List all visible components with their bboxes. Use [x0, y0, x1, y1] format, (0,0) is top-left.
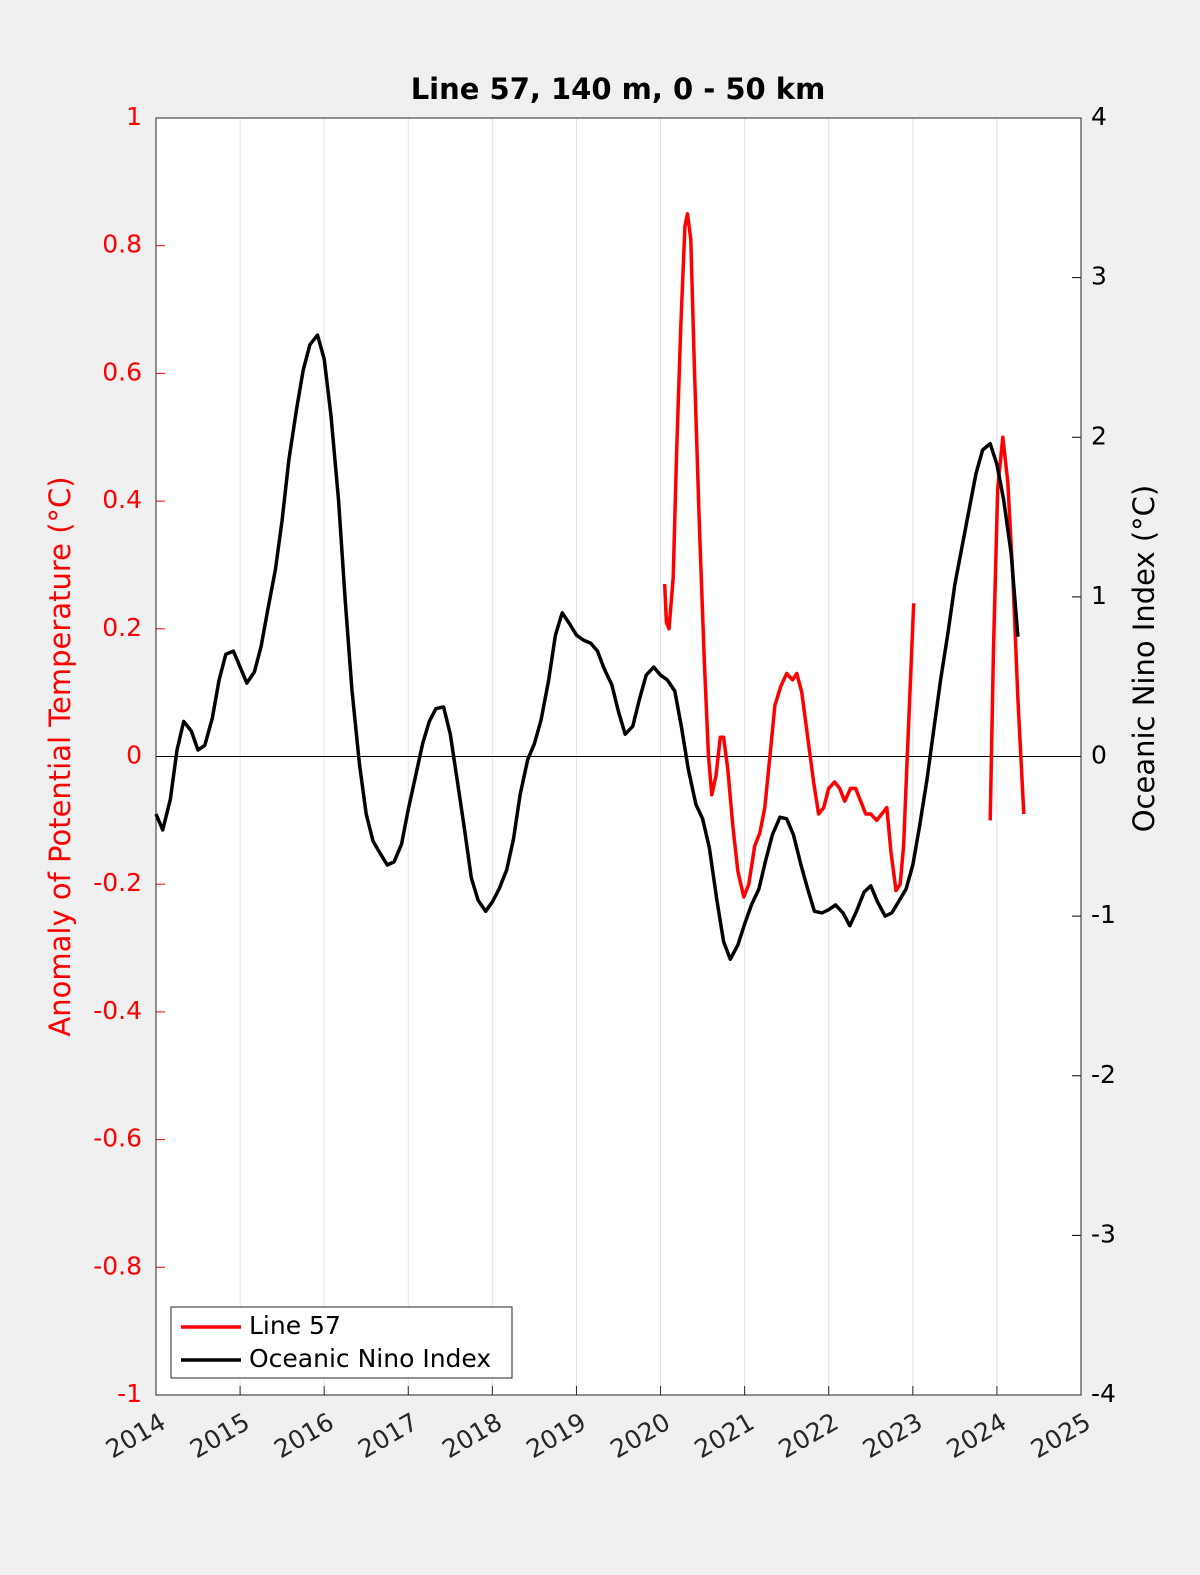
data-line	[988, 435, 1026, 821]
y2-tick-label: 3	[1091, 262, 1107, 291]
y2-tick-label: 0	[1091, 741, 1107, 770]
x-tick-label: 2023	[858, 1407, 928, 1464]
y-tick-label: 0.8	[102, 230, 142, 259]
data-line	[662, 212, 916, 899]
x-tick-label: 2017	[353, 1407, 423, 1464]
y-tick-label: -0.6	[93, 1124, 142, 1153]
y-tick-label: -0.4	[93, 996, 142, 1025]
x-tick-label: 2024	[942, 1407, 1012, 1464]
y2-axis-label: Oceanic Nino Index (°C)	[1127, 485, 1161, 833]
x-tick-label: 2019	[521, 1407, 591, 1464]
x-tick-label: 2020	[605, 1407, 675, 1464]
y2-tick-label: 2	[1091, 421, 1107, 450]
y-tick-label: -0.2	[93, 868, 142, 897]
x-tick-label: 2015	[185, 1407, 255, 1464]
y2-tick-label: -1	[1091, 900, 1116, 929]
y2-tick-label: -3	[1091, 1219, 1116, 1248]
y-tick-label: -0.8	[93, 1251, 142, 1280]
y2-tick-label: 1	[1091, 581, 1107, 610]
axes-box	[155, 117, 1082, 1396]
y-tick-label: 1	[126, 102, 142, 131]
y-tick-label: 0	[126, 741, 142, 770]
y-axis-label: Anomaly of Potential Temperature (°C)	[43, 476, 77, 1036]
legend-label: Line 57	[249, 1311, 341, 1340]
legend-box	[170, 1306, 513, 1379]
legend-label: Oceanic Nino Index	[249, 1344, 491, 1373]
y-tick-label: 0.2	[102, 613, 142, 642]
data-line	[154, 333, 1020, 961]
x-tick-label: 2022	[774, 1407, 844, 1464]
chart-title: Line 57, 140 m, 0 - 50 km	[411, 72, 826, 106]
x-tick-label: 2025	[1026, 1407, 1096, 1464]
x-tick-label: 2021	[690, 1407, 760, 1464]
x-tick-label: 2018	[437, 1407, 507, 1464]
y-tick-label: 0.6	[102, 357, 142, 386]
y2-tick-label: -4	[1091, 1379, 1116, 1408]
x-tick-label: 2014	[101, 1407, 171, 1464]
y-tick-label: -1	[117, 1379, 142, 1408]
x-tick-label: 2016	[269, 1407, 339, 1464]
y-tick-label: 0.4	[102, 485, 142, 514]
y2-tick-label: 4	[1091, 102, 1107, 131]
y2-tick-label: -2	[1091, 1060, 1116, 1089]
